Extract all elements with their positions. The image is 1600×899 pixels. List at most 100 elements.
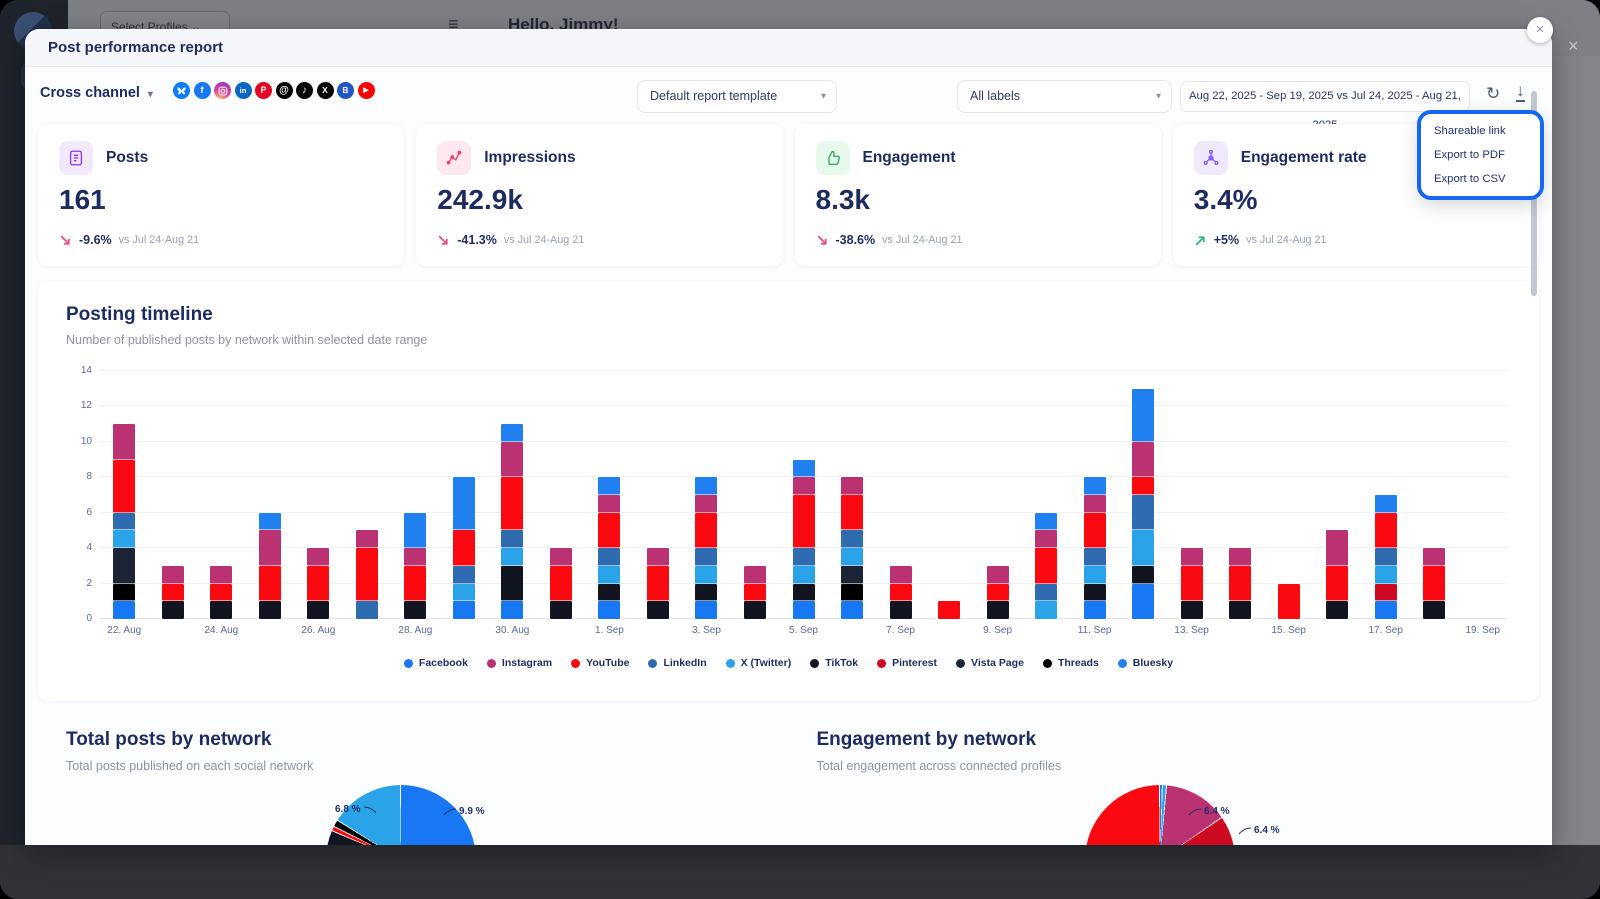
segment-tiktok[interactable] — [257, 600, 282, 620]
bar-14-sep[interactable] — [1228, 547, 1253, 620]
bar-10-sep[interactable] — [1034, 511, 1059, 620]
bar-23-aug[interactable] — [160, 564, 185, 620]
legend-item-pinterest[interactable]: Pinterest — [877, 657, 937, 669]
segment-linkedin[interactable] — [840, 529, 865, 550]
segment-youtube[interactable] — [500, 476, 525, 532]
segment-x_twitter[interactable] — [597, 564, 622, 585]
segment-vista_page[interactable] — [840, 564, 865, 585]
segment-facebook[interactable] — [112, 600, 137, 620]
segment-linkedin[interactable] — [597, 547, 622, 567]
segment-bluesky[interactable] — [257, 511, 282, 532]
segment-linkedin[interactable] — [791, 547, 816, 567]
segment-linkedin[interactable] — [500, 529, 525, 550]
segment-facebook[interactable] — [1082, 600, 1107, 620]
segment-youtube[interactable] — [1179, 564, 1204, 603]
segment-tiktok[interactable] — [742, 600, 767, 620]
segment-youtube[interactable] — [1276, 582, 1301, 621]
legend-item-youtube[interactable]: YouTube — [571, 657, 629, 669]
bar-5-sep[interactable] — [791, 458, 816, 620]
segment-facebook[interactable] — [597, 600, 622, 620]
cross-channel-selector[interactable]: Cross channel ▾ — [40, 85, 153, 101]
refresh-icon[interactable]: ↻ — [1486, 84, 1501, 103]
segment-x_twitter[interactable] — [840, 547, 865, 567]
segment-instagram[interactable] — [354, 529, 379, 550]
bar-27-aug[interactable] — [354, 529, 379, 620]
segment-youtube[interactable] — [597, 511, 622, 550]
segment-threads[interactable] — [840, 582, 865, 603]
x-twitter-icon[interactable]: X — [316, 82, 334, 99]
segment-youtube[interactable] — [1034, 547, 1059, 585]
report-template-select[interactable]: Default report template ▾ — [637, 80, 837, 113]
segment-youtube[interactable] — [209, 582, 234, 603]
bar-1-sep[interactable] — [597, 476, 622, 620]
segment-bluesky[interactable] — [694, 476, 719, 497]
legend-item-linkedin[interactable]: LinkedIn — [648, 657, 707, 669]
segment-tiktok[interactable] — [1131, 564, 1156, 585]
bar-28-aug[interactable] — [403, 511, 428, 620]
bar-12-sep[interactable] — [1131, 387, 1156, 621]
segment-tiktok[interactable] — [306, 600, 331, 620]
segment-pinterest[interactable] — [1373, 582, 1398, 603]
segment-youtube[interactable] — [257, 564, 282, 603]
segment-bluesky[interactable] — [1082, 476, 1107, 497]
segment-tiktok[interactable] — [1082, 582, 1107, 603]
segment-x_twitter[interactable] — [1373, 564, 1398, 585]
segment-tiktok[interactable] — [500, 564, 525, 603]
labels-select[interactable]: All labels ▾ — [957, 80, 1172, 113]
legend-item-tiktok[interactable]: TikTok — [810, 657, 858, 669]
bar-15-sep[interactable] — [1276, 582, 1301, 621]
segment-tiktok[interactable] — [645, 600, 670, 620]
segment-youtube[interactable] — [112, 458, 137, 514]
segment-x_twitter[interactable] — [451, 582, 476, 603]
segment-vista_page[interactable] — [112, 547, 137, 585]
segment-threads[interactable] — [112, 582, 137, 603]
segment-instagram[interactable] — [500, 440, 525, 479]
youtube-icon[interactable]: ▶ — [357, 82, 375, 99]
segment-facebook[interactable] — [791, 600, 816, 620]
segment-instagram[interactable] — [257, 529, 282, 567]
menu-item-export-pdf[interactable]: Export to PDF — [1434, 149, 1505, 161]
segment-youtube[interactable] — [1228, 564, 1253, 603]
menu-item-export-csv[interactable]: Export to CSV — [1434, 173, 1506, 185]
pinterest-icon[interactable]: P — [255, 82, 272, 99]
segment-x_twitter[interactable] — [791, 564, 816, 585]
segment-instagram[interactable] — [888, 564, 913, 585]
segment-facebook[interactable] — [840, 600, 865, 620]
segment-tiktok[interactable] — [1179, 600, 1204, 620]
segment-bluesky[interactable] — [451, 476, 476, 532]
date-range-picker[interactable]: Aug 22, 2025 - Sep 19, 2025 vs Jul 24, 2… — [1180, 81, 1470, 131]
segment-youtube[interactable] — [548, 564, 573, 603]
segment-facebook[interactable] — [1131, 582, 1156, 621]
segment-tiktok[interactable] — [209, 600, 234, 620]
segment-tiktok[interactable] — [694, 582, 719, 603]
segment-youtube[interactable] — [840, 494, 865, 532]
segment-tiktok[interactable] — [160, 600, 185, 620]
segment-tiktok[interactable] — [888, 600, 913, 620]
legend-item-vista_page[interactable]: Vista Page — [956, 657, 1024, 669]
segment-youtube[interactable] — [888, 582, 913, 603]
bar-26-aug[interactable] — [306, 547, 331, 620]
tiktok-icon[interactable]: ♪ — [296, 82, 313, 99]
bar-30-aug[interactable] — [500, 423, 525, 620]
segment-youtube[interactable] — [1082, 511, 1107, 550]
bar-3-sep[interactable] — [694, 476, 719, 620]
segment-instagram[interactable] — [160, 564, 185, 585]
segment-tiktok[interactable] — [1228, 600, 1253, 620]
segment-instagram[interactable] — [742, 564, 767, 585]
segment-youtube[interactable] — [403, 564, 428, 603]
segment-instagram[interactable] — [548, 547, 573, 567]
segment-x_twitter[interactable] — [1082, 564, 1107, 585]
segment-instagram[interactable] — [840, 476, 865, 497]
segment-linkedin[interactable] — [1373, 547, 1398, 567]
menu-item-shareable-link[interactable]: Shareable link — [1434, 125, 1506, 137]
legend-item-x_twitter[interactable]: X (Twitter) — [725, 657, 791, 669]
segment-youtube[interactable] — [160, 582, 185, 603]
segment-linkedin[interactable] — [694, 547, 719, 567]
segment-youtube[interactable] — [451, 529, 476, 567]
segment-bluesky[interactable] — [1131, 387, 1156, 443]
segment-x_twitter[interactable] — [1034, 600, 1059, 620]
segment-instagram[interactable] — [1325, 529, 1350, 567]
segment-linkedin[interactable] — [1034, 582, 1059, 603]
segment-instagram[interactable] — [1034, 529, 1059, 550]
segment-youtube[interactable] — [1422, 564, 1447, 603]
